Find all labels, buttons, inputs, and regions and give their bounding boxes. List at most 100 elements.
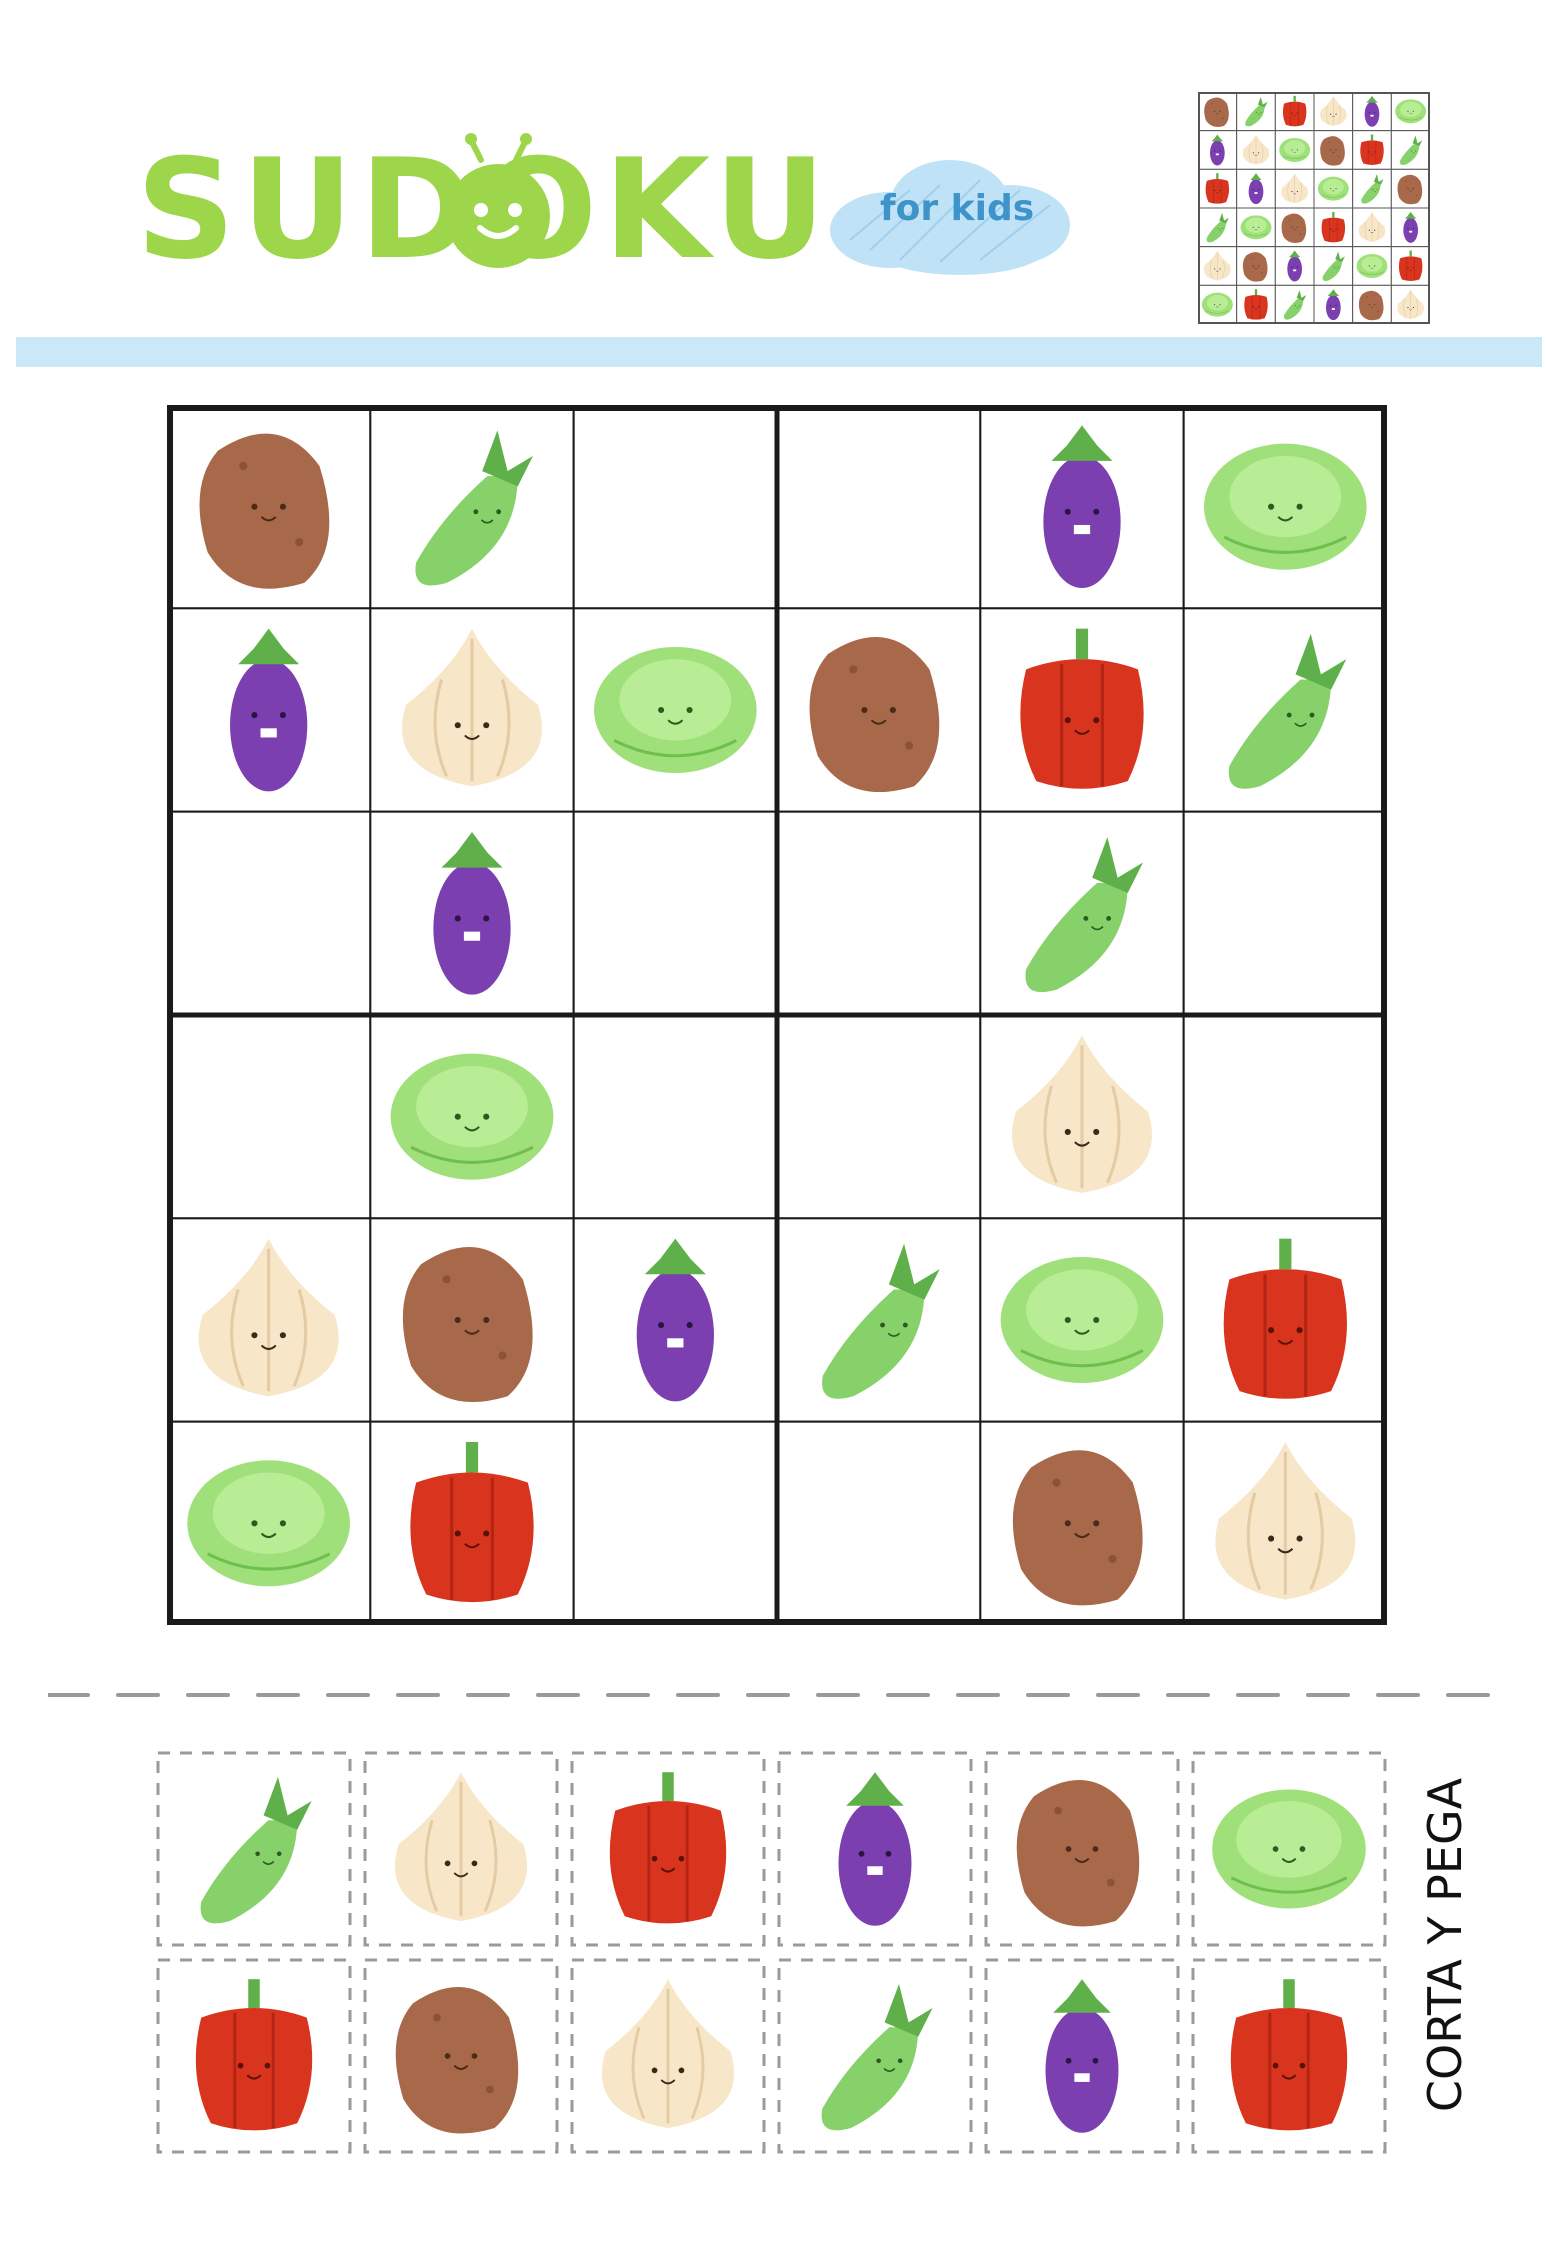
empty-cell[interactable] <box>572 810 778 1016</box>
pea-pod-icon[interactable] <box>1182 607 1387 813</box>
cabbage-icon[interactable] <box>1191 1751 1387 1947</box>
garlic-icon <box>1390 284 1430 324</box>
cloud-icon <box>830 160 1070 275</box>
red-pepper-icon[interactable] <box>156 1958 352 2154</box>
cutout-grid <box>156 1751 1387 2154</box>
garlic-icon[interactable] <box>979 1014 1185 1220</box>
sudoku-board <box>167 405 1387 1625</box>
pea-pod-icon <box>1274 284 1315 324</box>
empty-cell[interactable] <box>776 1014 982 1220</box>
eggplant-icon[interactable] <box>369 810 575 1016</box>
eggplant-icon <box>1236 168 1276 209</box>
pea-pod-icon[interactable] <box>776 1217 982 1423</box>
sudoku-grid <box>167 405 1387 1625</box>
red-pepper-icon <box>1352 130 1392 170</box>
garlic-icon <box>1198 246 1238 286</box>
pea-pod-icon[interactable] <box>156 1751 352 1947</box>
cabbage-icon[interactable] <box>1182 405 1387 610</box>
empty-cell[interactable] <box>776 810 982 1016</box>
pea-pod-icon <box>1390 130 1430 170</box>
red-pepper-icon <box>1313 207 1354 248</box>
eggplant-icon <box>1390 207 1430 248</box>
potato-icon[interactable] <box>979 1420 1185 1625</box>
pea-pod-icon <box>1236 92 1276 132</box>
cabbage-icon[interactable] <box>369 1014 575 1220</box>
empty-cell[interactable] <box>1182 1014 1387 1220</box>
potato-icon <box>1236 246 1276 286</box>
eggplant-icon <box>1274 246 1315 286</box>
cabbage-icon <box>1313 168 1354 209</box>
potato-icon[interactable] <box>776 607 982 813</box>
eggplant-icon[interactable] <box>167 607 372 813</box>
header-divider <box>16 337 1542 367</box>
cabbage-icon <box>1352 246 1392 286</box>
empty-cell[interactable] <box>776 1420 982 1625</box>
garlic-icon[interactable] <box>369 607 575 813</box>
sudoku-logo: SUDOKU <box>136 130 826 290</box>
pea-pod-icon[interactable] <box>777 1958 973 2154</box>
empty-cell[interactable] <box>167 1014 372 1220</box>
potato-icon <box>1274 207 1315 248</box>
eggplant-icon[interactable] <box>984 1958 1180 2154</box>
potato-icon[interactable] <box>363 1958 559 2154</box>
for-kids-label: for kids <box>880 188 1035 229</box>
garlic-icon <box>1313 92 1354 132</box>
potato-icon <box>1390 168 1430 209</box>
empty-cell[interactable] <box>167 810 372 1016</box>
garlic-icon[interactable] <box>570 1958 766 2154</box>
potato-icon[interactable] <box>984 1751 1180 1947</box>
empty-cell[interactable] <box>1182 810 1387 1016</box>
eggplant-icon[interactable] <box>979 405 1185 610</box>
cabbage-icon[interactable] <box>572 607 778 813</box>
pea-pod-icon[interactable] <box>979 810 1185 1016</box>
potato-icon <box>1198 92 1238 132</box>
empty-cell[interactable] <box>572 1420 778 1625</box>
red-pepper-icon[interactable] <box>1182 1217 1387 1423</box>
garlic-icon[interactable] <box>1182 1420 1387 1625</box>
cabbage-icon[interactable] <box>979 1217 1185 1423</box>
pea-pod-icon[interactable] <box>369 405 575 610</box>
red-pepper-icon[interactable] <box>1191 1958 1387 2154</box>
pea-pod-icon <box>1352 168 1392 209</box>
cabbage-icon <box>1274 130 1315 170</box>
cutout-pieces <box>150 1745 1400 2165</box>
cut-line <box>48 1680 1513 1710</box>
potato-icon[interactable] <box>167 405 372 610</box>
eggplant-icon <box>1198 130 1238 170</box>
potato-icon <box>1313 130 1354 170</box>
antenna-icon <box>465 133 532 163</box>
empty-cell[interactable] <box>572 1014 778 1220</box>
garlic-icon <box>1236 130 1276 170</box>
solution-thumbnail-grid <box>1198 92 1430 324</box>
for-kids-badge: for kids <box>820 150 1080 280</box>
empty-cell[interactable] <box>776 405 982 610</box>
solution-thumbnail <box>1198 92 1430 324</box>
eggplant-icon <box>1313 284 1354 324</box>
red-pepper-icon[interactable] <box>979 607 1185 813</box>
block-dividers <box>167 405 1387 1625</box>
pea-pod-icon <box>1198 207 1238 248</box>
potato-icon <box>1352 284 1392 324</box>
red-pepper-icon <box>1236 284 1276 324</box>
garlic-icon <box>1352 207 1392 248</box>
pea-pod-icon <box>1313 246 1354 286</box>
garlic-icon[interactable] <box>363 1751 559 1947</box>
cabbage-icon <box>1236 207 1276 248</box>
garlic-icon[interactable] <box>167 1217 372 1423</box>
garlic-icon <box>1274 168 1315 209</box>
red-pepper-icon <box>1198 168 1238 209</box>
potato-icon[interactable] <box>369 1217 575 1423</box>
cabbage-icon <box>1198 284 1238 324</box>
logo-face-overlay <box>446 133 550 268</box>
red-pepper-icon[interactable] <box>369 1420 575 1625</box>
eggplant-icon[interactable] <box>777 1751 973 1947</box>
logo-smiley-icon <box>446 164 550 268</box>
cabbage-icon[interactable] <box>167 1420 372 1625</box>
empty-cell[interactable] <box>572 405 778 610</box>
red-pepper-icon <box>1274 92 1315 132</box>
red-pepper-icon[interactable] <box>570 1751 766 1947</box>
eggplant-icon[interactable] <box>572 1217 778 1423</box>
cabbage-icon <box>1390 92 1430 132</box>
thumbnail-border <box>1198 92 1430 324</box>
cut-and-paste-label: CORTA Y PEGA <box>1418 1777 1472 2113</box>
